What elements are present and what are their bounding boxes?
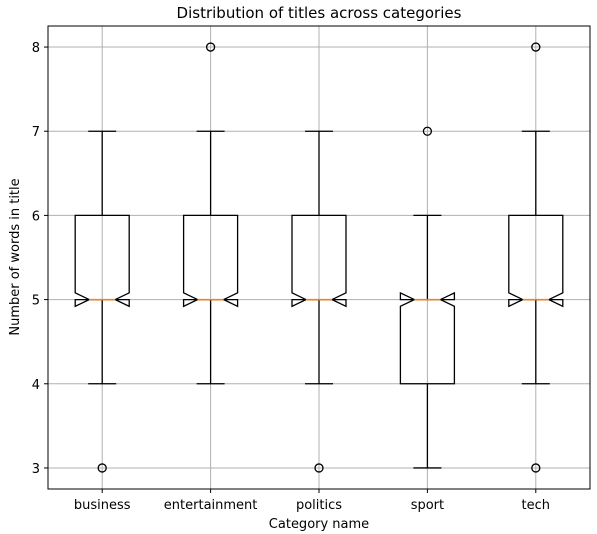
x-tick-label: politics bbox=[296, 498, 342, 513]
flier-point bbox=[531, 42, 541, 52]
flier-point bbox=[97, 463, 107, 473]
y-axis-label: Number of words in title bbox=[8, 178, 23, 335]
box-body bbox=[291, 214, 347, 308]
flier-point bbox=[205, 42, 216, 52]
x-tick-label: business bbox=[74, 498, 131, 513]
flier-point bbox=[531, 463, 541, 473]
box-body bbox=[508, 214, 564, 308]
box-business bbox=[74, 130, 130, 473]
box-entertainment bbox=[182, 42, 239, 385]
x-tick-label: sport bbox=[411, 498, 444, 513]
y-tick-label: 7 bbox=[32, 125, 40, 140]
box-body bbox=[74, 214, 130, 308]
x-axis-label: Category name bbox=[269, 517, 369, 532]
box-body bbox=[182, 214, 239, 308]
box-body bbox=[399, 291, 456, 385]
y-tick-label: 8 bbox=[32, 41, 40, 56]
ticks: 3 4 5 6 7 8 business entertainment politics sport… bbox=[32, 41, 550, 513]
chart-title: Distribution of titles across categories bbox=[177, 4, 462, 22]
x-tick-label: entertainment bbox=[164, 498, 258, 513]
flier-point bbox=[314, 463, 324, 473]
box-sport bbox=[399, 126, 456, 469]
y-tick-label: 3 bbox=[32, 462, 40, 477]
x-tick-label: tech bbox=[522, 498, 550, 513]
y-tick-label: 4 bbox=[32, 378, 40, 393]
y-tick-label: 5 bbox=[32, 294, 40, 309]
flier-point bbox=[422, 126, 433, 136]
boxes bbox=[74, 42, 564, 473]
y-tick-label: 6 bbox=[32, 209, 40, 224]
box-politics bbox=[291, 130, 347, 473]
box-tech bbox=[508, 42, 564, 473]
